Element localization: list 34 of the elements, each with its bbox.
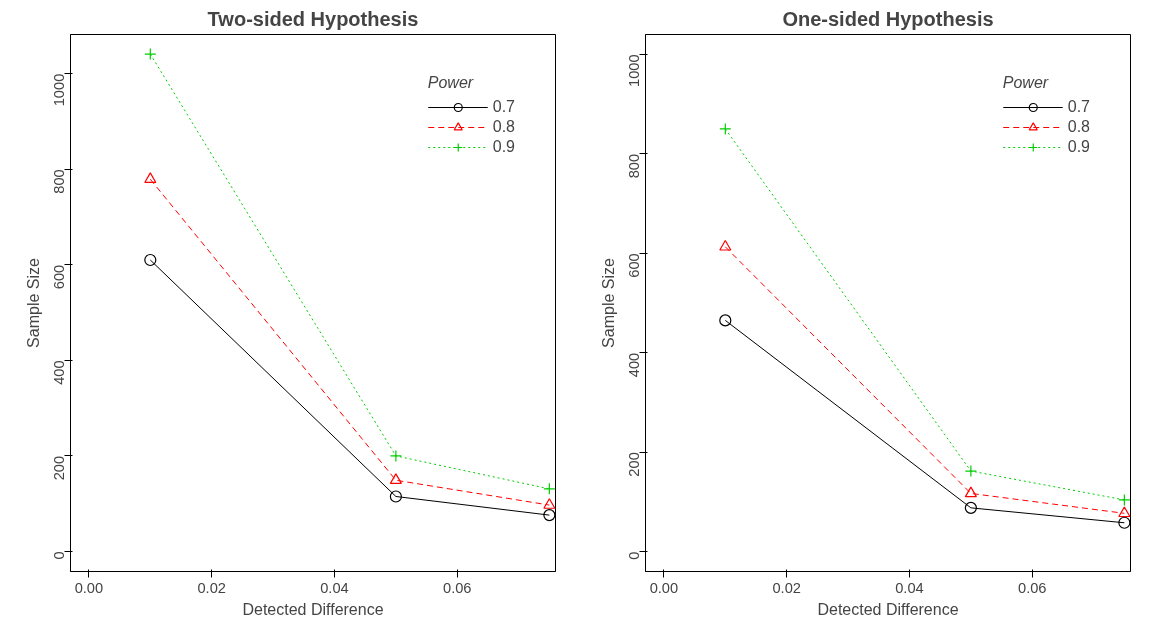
- legend-label: 0.8: [492, 118, 515, 136]
- x-tick-label: 0.06: [1018, 579, 1047, 596]
- y-tick-label: 400: [51, 360, 68, 385]
- x-axis-title: Detected Difference: [242, 600, 384, 618]
- x-tick-label: 0.04: [320, 579, 349, 596]
- y-tick-label: 400: [626, 352, 643, 378]
- legend-label: 0.9: [492, 138, 515, 156]
- legend-title: Power: [1002, 74, 1050, 92]
- x-tick-label: 0.00: [74, 579, 104, 596]
- x-tick-label: 0.00: [649, 579, 679, 596]
- legend-title: Power: [427, 74, 475, 92]
- x-tick-label: 0.04: [895, 579, 924, 596]
- y-tick-label: 0: [626, 551, 643, 560]
- y-tick-label: 600: [626, 253, 643, 278]
- y-tick-label: 0: [51, 551, 68, 560]
- x-axis-title: Detected Difference: [817, 600, 959, 618]
- y-tick-label: 1000: [51, 73, 68, 107]
- legend-label: 0.7: [1067, 98, 1090, 116]
- y-tick-label: 1000: [626, 54, 643, 87]
- y-tick-label: 600: [51, 264, 68, 290]
- y-axis-title: Sample Size: [599, 257, 617, 348]
- x-tick-label: 0.02: [197, 579, 226, 596]
- chart-title: Two-sided Hypothesis: [207, 7, 419, 30]
- y-tick-label: 200: [626, 452, 643, 477]
- y-axis-title: Sample Size: [24, 257, 42, 348]
- x-tick-label: 0.02: [772, 579, 801, 596]
- legend-label: 0.7: [492, 98, 515, 116]
- y-tick-label: 200: [51, 455, 68, 481]
- y-tick-label: 800: [51, 169, 68, 194]
- x-tick-label: 0.06: [443, 579, 472, 596]
- legend-label: 0.9: [1067, 138, 1090, 156]
- chart-title: One-sided Hypothesis: [782, 7, 994, 30]
- y-tick-label: 800: [626, 153, 643, 179]
- legend-label: 0.8: [1067, 118, 1090, 136]
